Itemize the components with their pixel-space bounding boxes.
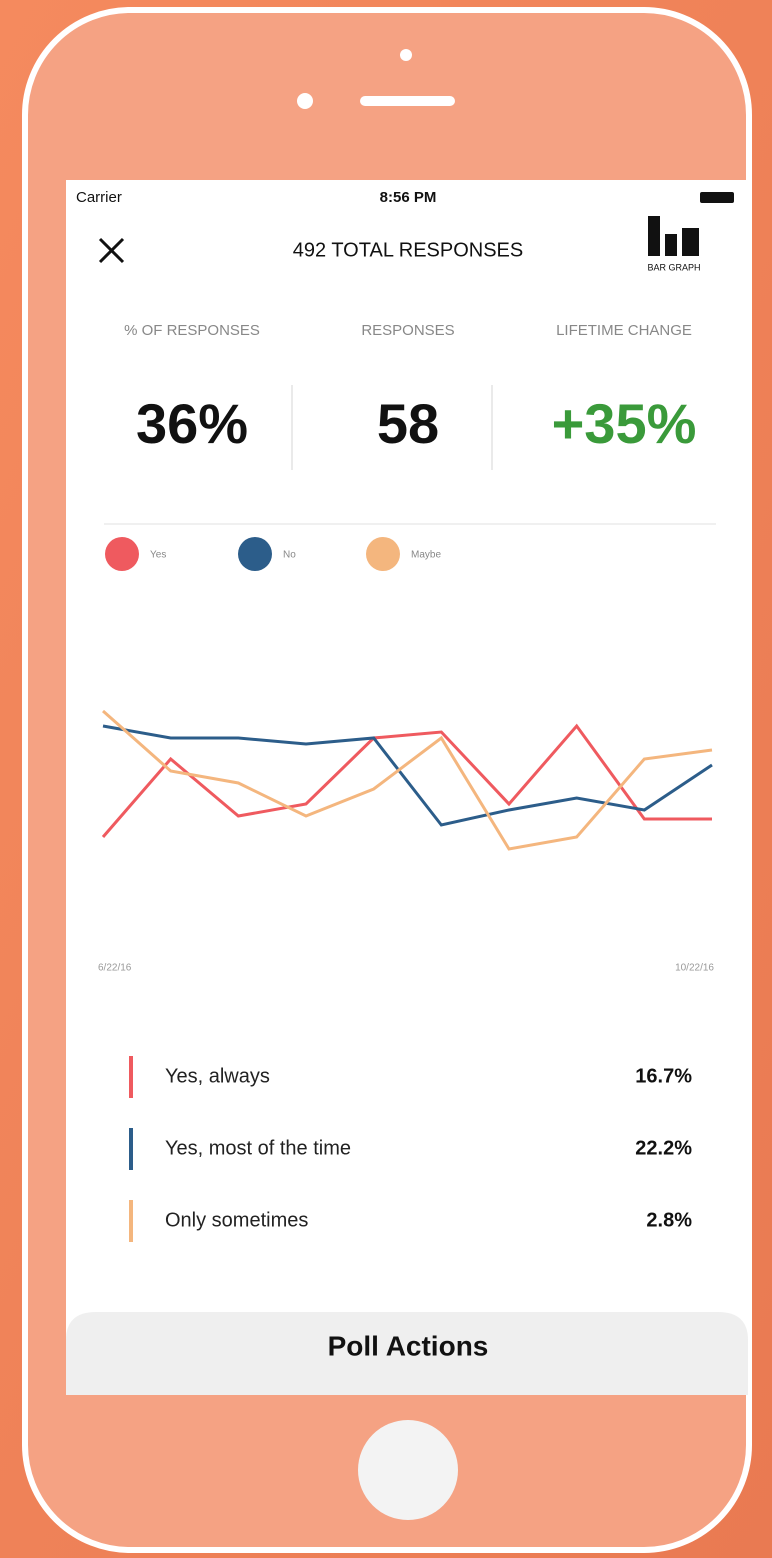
answer-label: Only sometimes xyxy=(165,1209,308,1231)
answer-label: Yes, always xyxy=(165,1065,270,1087)
stat-label: LIFETIME CHANGE xyxy=(556,322,692,339)
icon-label: BAR GRAPH xyxy=(647,262,700,272)
carrier: Carrier xyxy=(76,189,122,206)
legend-label: Yes xyxy=(150,550,166,561)
answer-color-bar xyxy=(129,1200,133,1242)
legend-swatch xyxy=(366,537,400,571)
stat-value: +35% xyxy=(552,392,697,455)
legend-swatch xyxy=(238,537,272,571)
home-button[interactable] xyxy=(358,1420,458,1520)
battery xyxy=(700,192,734,203)
x-tick-label: 10/22/16 xyxy=(675,963,714,974)
camera xyxy=(400,49,412,61)
answer-color-bar xyxy=(129,1056,133,1098)
answer-percent: 2.8% xyxy=(646,1209,692,1231)
answer-color-bar xyxy=(129,1128,133,1170)
x-tick-label: 6/22/16 xyxy=(98,963,132,974)
stat-label: % OF RESPONSES xyxy=(124,322,260,339)
legend-label: Maybe xyxy=(411,550,441,561)
page: Carrier 8:56 PM 492 TOTAL RESPONSES BAR … xyxy=(0,0,772,1558)
answer-label: Yes, most of the time xyxy=(165,1137,351,1159)
sensor xyxy=(297,93,313,109)
clock: 8:56 PM xyxy=(380,189,437,206)
legend-label: No xyxy=(283,550,296,561)
stat-value: 36% xyxy=(136,392,248,455)
answer-percent: 16.7% xyxy=(635,1065,692,1087)
screen: Carrier 8:56 PM 492 TOTAL RESPONSES BAR … xyxy=(0,0,772,1558)
header-title: 492 TOTAL RESPONSES xyxy=(293,239,523,261)
stat-value: 58 xyxy=(377,392,439,455)
stat-label: RESPONSES xyxy=(361,322,454,339)
button-label: Poll Actions xyxy=(328,1330,489,1361)
answer-percent: 22.2% xyxy=(635,1137,692,1159)
legend-swatch xyxy=(105,537,139,571)
speaker xyxy=(360,96,455,106)
